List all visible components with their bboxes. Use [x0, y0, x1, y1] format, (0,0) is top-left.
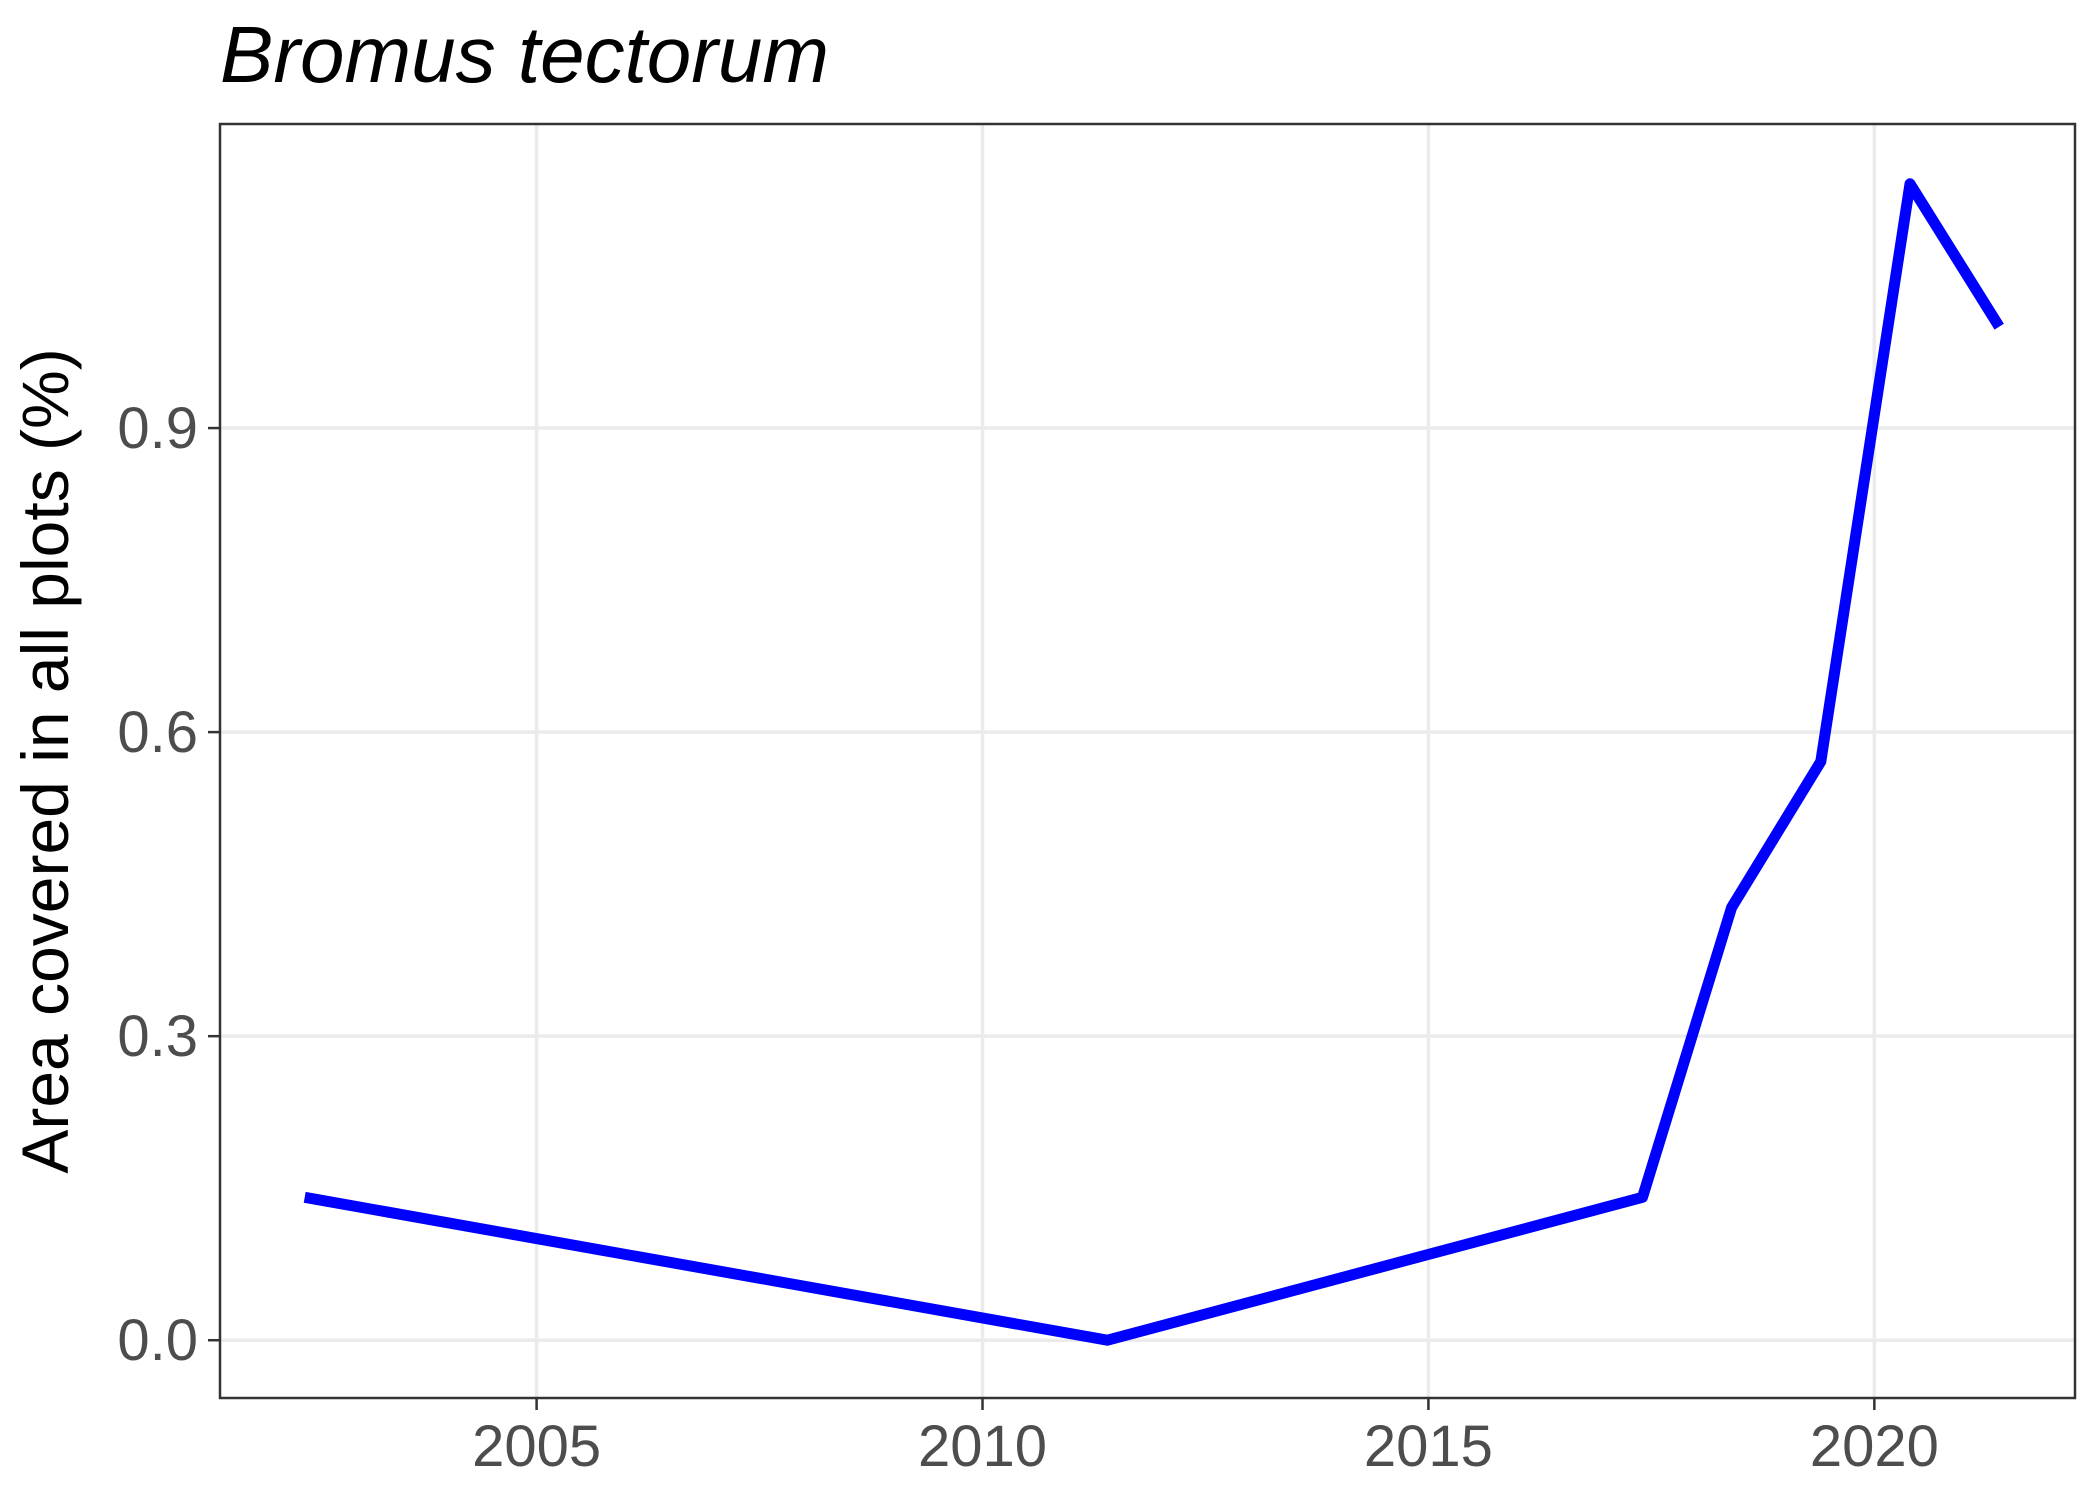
axes: 2005 2010 2015 2020 0.0 0.3 0.6 0.9: [117, 396, 1938, 1479]
panel-border: [218, 122, 2077, 1400]
chart-title: Bromus tectorum: [220, 10, 829, 99]
y-tick-label-0: 0.0: [117, 1308, 198, 1373]
series-layer: [303, 178, 2004, 1346]
x-tick-label-2015: 2015: [1364, 1414, 1493, 1479]
x-tick-label-2005: 2005: [472, 1414, 601, 1479]
grid: [220, 124, 2075, 1398]
y-tick-label-0-9: 0.9: [117, 396, 198, 461]
series-line-0: [303, 178, 2004, 1346]
y-tick-label-0-6: 0.6: [117, 700, 198, 765]
x-tick-label-2010: 2010: [918, 1414, 1047, 1479]
y-axis-label: Area covered in all plots (%): [8, 348, 82, 1173]
y-tick-label-0-3: 0.3: [117, 1004, 198, 1069]
x-tick-label-2020: 2020: [1810, 1414, 1939, 1479]
